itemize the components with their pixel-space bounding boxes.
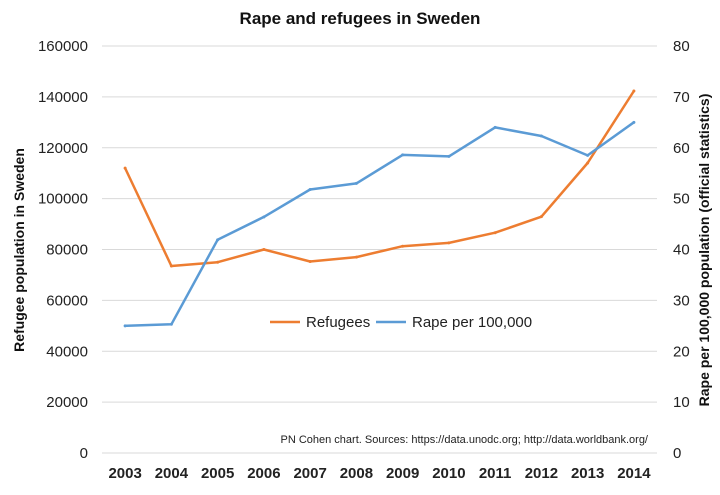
data-point-refugees xyxy=(586,161,590,165)
data-point-refugees xyxy=(216,260,220,264)
data-point-refugees xyxy=(169,264,173,268)
data-point-rape xyxy=(123,324,127,328)
left-tick-label: 160000 xyxy=(38,38,88,55)
left-tick-label: 60000 xyxy=(46,292,88,309)
data-point-rape xyxy=(586,153,590,157)
data-point-rape xyxy=(539,134,543,138)
left-tick-label: 0 xyxy=(80,445,88,462)
data-point-refugees xyxy=(308,259,312,263)
left-tick-label: 100000 xyxy=(38,191,88,208)
right-axis-title: Rape per 100,000 population (official st… xyxy=(696,94,712,407)
data-point-rape xyxy=(401,153,405,157)
x-tick-label: 2008 xyxy=(340,465,373,482)
right-tick-label: 80 xyxy=(673,38,690,55)
data-point-refugees xyxy=(401,244,405,248)
data-point-rape xyxy=(262,215,266,219)
left-tick-label: 20000 xyxy=(46,394,88,411)
data-point-rape xyxy=(632,120,636,124)
legend: Refugees Rape per 100,000 xyxy=(270,314,532,331)
data-point-refugees xyxy=(262,248,266,251)
x-tick-label: 2010 xyxy=(432,465,465,482)
x-tick-label: 2004 xyxy=(155,465,189,482)
data-point-refugees xyxy=(493,231,497,235)
left-tick-label: 80000 xyxy=(46,242,88,259)
right-tick-label: 40 xyxy=(673,242,690,259)
x-tick-label: 2003 xyxy=(108,465,141,482)
left-axis-ticks: 0 20000 40000 60000 80000 100000 120000 140000 1… xyxy=(38,38,88,462)
x-tick-label: 2009 xyxy=(386,465,419,482)
grid-layer xyxy=(102,45,657,454)
data-point-rape xyxy=(169,322,173,326)
series-line-refugees xyxy=(123,89,636,268)
x-tick-label: 2007 xyxy=(293,465,326,482)
x-tick-label: 2014 xyxy=(617,465,651,482)
left-tick-label: 120000 xyxy=(38,140,88,157)
data-point-rape xyxy=(447,154,451,158)
legend-label-rape: Rape per 100,000 xyxy=(412,314,532,331)
series-layer xyxy=(123,89,636,328)
data-point-refugees xyxy=(354,255,358,259)
legend-label-refugees: Refugees xyxy=(306,314,370,331)
chart-title: Rape and refugees in Sweden xyxy=(240,9,481,28)
right-tick-label: 50 xyxy=(673,191,690,208)
data-point-rape xyxy=(493,125,497,129)
right-tick-label: 30 xyxy=(673,292,690,309)
x-tick-label: 2006 xyxy=(247,465,280,482)
x-tick-label: 2013 xyxy=(571,465,604,482)
source-note: PN Cohen chart. Sources: https://data.un… xyxy=(281,434,649,446)
right-tick-label: 0 xyxy=(673,445,681,462)
left-axis-title: Refugee population in Sweden xyxy=(11,148,27,352)
right-tick-label: 20 xyxy=(673,343,690,360)
data-point-refugees xyxy=(539,215,543,219)
data-point-refugees xyxy=(123,166,127,170)
right-axis-ticks: 0 10 20 30 40 50 60 70 80 xyxy=(673,38,690,462)
series-line-rape xyxy=(123,121,636,328)
right-tick-label: 10 xyxy=(673,394,690,411)
data-point-refugees xyxy=(632,89,636,93)
x-tick-label: 2012 xyxy=(525,465,558,482)
left-tick-label: 140000 xyxy=(38,89,88,106)
right-tick-label: 60 xyxy=(673,140,690,157)
left-tick-label: 40000 xyxy=(46,343,88,360)
data-point-rape xyxy=(308,187,312,191)
data-point-rape xyxy=(216,238,220,242)
x-tick-label: 2005 xyxy=(201,465,234,482)
data-point-refugees xyxy=(447,241,451,245)
x-tick-label: 2011 xyxy=(479,465,512,482)
x-axis-ticks: 2003 2004 2005 2006 2007 2008 2009 2010 2011 2012… xyxy=(108,465,651,482)
right-tick-label: 70 xyxy=(673,89,690,106)
data-point-rape xyxy=(354,181,358,185)
